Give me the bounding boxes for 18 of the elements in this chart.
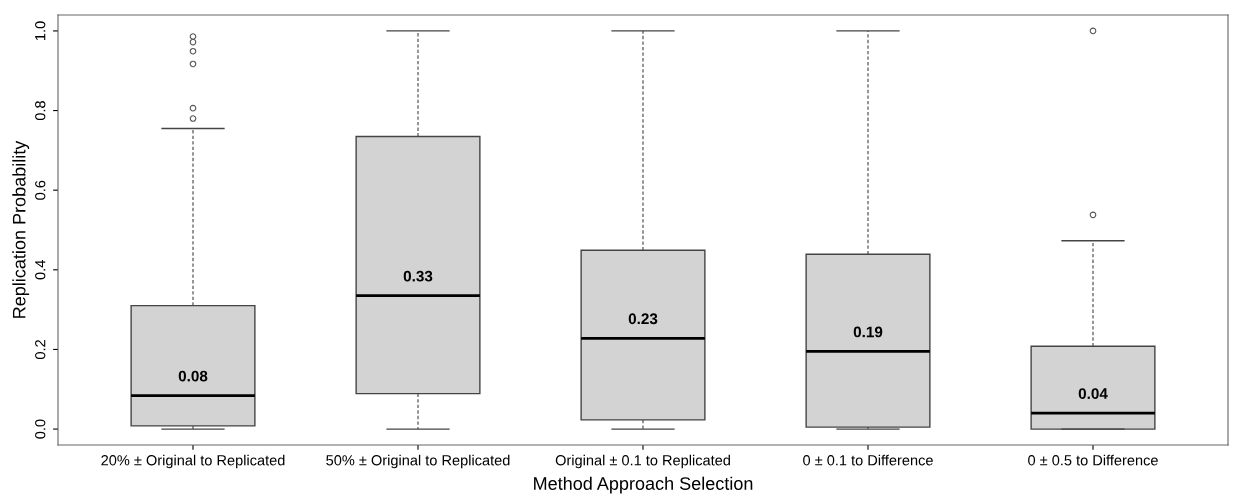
y-tick-label: 0.8 [35, 101, 46, 121]
annotation: 0.08 [178, 370, 208, 382]
y-tick-label: 0.6 [35, 180, 46, 200]
y-axis-title: Replication Probability [12, 140, 30, 318]
x-tick-label: Original ± 0.1 to Replicated [555, 454, 730, 469]
x-axis-title: Method Approach Selection [534, 476, 753, 494]
x-tick-label: 20% ± Original to Replicated [101, 454, 285, 469]
x-tick-label: 50% ± Original to Replicated [326, 454, 510, 469]
annotation: 0.19 [853, 326, 883, 338]
annotation: 0.23 [628, 313, 658, 325]
y-tick-label: 0.2 [35, 340, 46, 360]
x-tick-label: 0 ± 0.1 to Difference [803, 454, 933, 466]
annotation: 0.04 [1078, 388, 1108, 400]
y-tick-label: 0.0 [35, 419, 46, 439]
annotation: 0.33 [403, 270, 433, 282]
y-tick-label: 1.0 [35, 21, 46, 40]
y-tick-label: 0.4 [35, 260, 46, 280]
x-tick-label: 0 ± 0.5 to Difference [1028, 454, 1158, 466]
